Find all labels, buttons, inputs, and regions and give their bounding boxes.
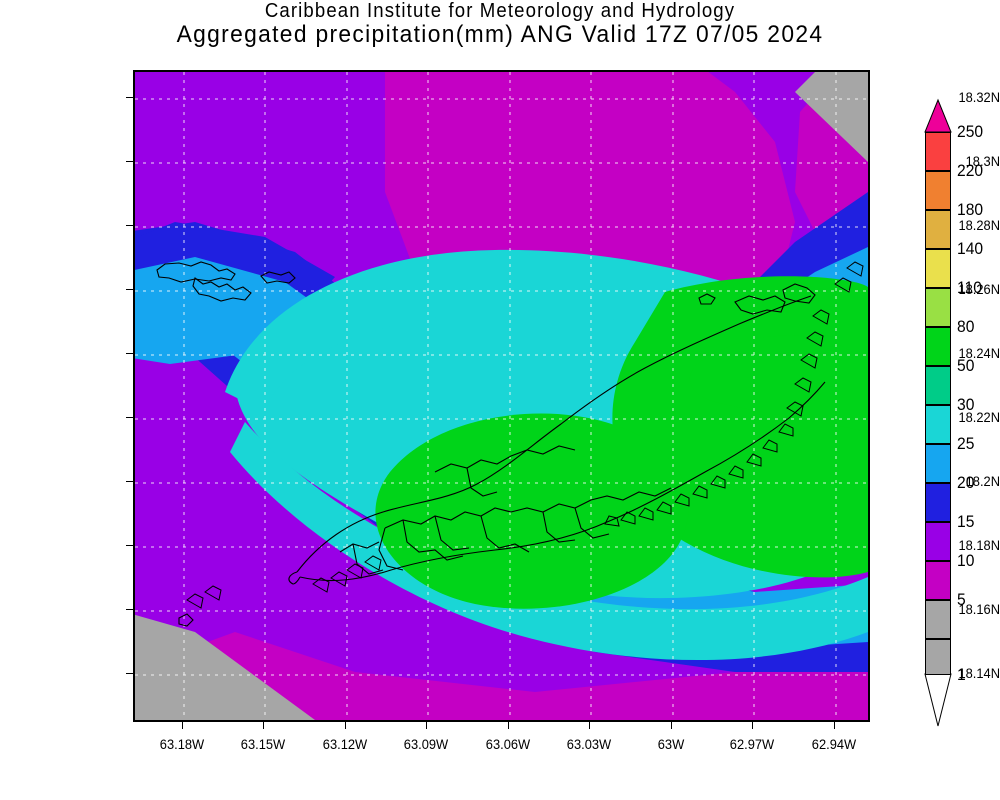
colorbar-tick-250: 250: [957, 122, 984, 141]
xtick-label: 63.09W: [403, 736, 449, 752]
title-block: Caribbean Institute for Meteorology and …: [0, 0, 1000, 48]
ytick-label: 18.32N: [958, 89, 1000, 105]
colorbar-band-below-1[interactable]: [925, 639, 951, 675]
colorbar-band-50-80[interactable]: [925, 327, 951, 366]
ytick-label: 18.16N: [958, 601, 1000, 617]
colorbar-tick-50: 50: [957, 356, 975, 375]
colorbar-tick-220: 220: [957, 161, 984, 180]
colorbar-band-30-50[interactable]: [925, 366, 951, 405]
precipitation-contour-field: [135, 72, 868, 720]
colorbar-top-arrow: [924, 98, 952, 133]
xtick-label: 63.18W: [159, 736, 205, 752]
colorbar-band-25-30[interactable]: [925, 405, 951, 444]
colorbar-tick-30: 30: [957, 395, 975, 414]
ytick-label: 18.26N: [958, 281, 1000, 297]
colorbar-tick-180: 180: [957, 200, 984, 219]
colorbar-tick-10: 10: [957, 551, 975, 570]
colorbar-band-5-10[interactable]: [925, 561, 951, 600]
colorbar-band-140-180[interactable]: [925, 210, 951, 249]
institute-title: Caribbean Institute for Meteorology and …: [264, 0, 736, 22]
xtick-label: 63W: [657, 736, 685, 752]
colorbar-bottom-arrow: [924, 673, 952, 727]
colorbar-band-180-220[interactable]: [925, 171, 951, 210]
colorbar-band-110-140[interactable]: [925, 249, 951, 288]
page-title: Aggregated precipitation(mm) ANG Valid 1…: [176, 21, 824, 48]
xtick-label: 63.06W: [485, 736, 531, 752]
colorbar-band-20-25[interactable]: [925, 444, 951, 483]
ytick-label: 18.2N: [965, 473, 1000, 489]
xtick-label: 63.03W: [566, 736, 612, 752]
coastline-outlines: [156, 261, 864, 627]
colorbar-arrows: [924, 98, 952, 727]
xtick-label: 62.97W: [729, 736, 775, 752]
colorbar-tick-20: 20: [957, 473, 975, 492]
ytick-label: 18.24N: [958, 345, 1000, 361]
ytick-label: 18.18N: [958, 537, 1000, 553]
ytick-label: 18.28N: [958, 217, 1000, 233]
xtick-label: 62.94W: [811, 736, 857, 752]
colorbar[interactable]: 250 220 180 140 110 80 50 30 25 20 15 10…: [915, 96, 1000, 736]
map-plot-area[interactable]: [133, 70, 870, 722]
colorbar-tick-140: 140: [957, 239, 984, 258]
colorbar-tick-25: 25: [957, 434, 975, 453]
ytick-label: 18.14N: [958, 665, 1000, 681]
xtick-label: 63.12W: [322, 736, 368, 752]
colorbar-band-1-5[interactable]: [925, 600, 951, 639]
xtick-label: 63.15W: [240, 736, 286, 752]
colorbar-band-15-20[interactable]: [925, 483, 951, 522]
colorbar-tick-1: 1: [957, 665, 966, 684]
colorbar-tick-5: 5: [957, 590, 966, 609]
colorbar-band-10-15[interactable]: [925, 522, 951, 561]
ytick-label: 18.3N: [965, 153, 1000, 169]
map-gridlines: [135, 72, 868, 720]
colorbar-tick-80: 80: [957, 317, 975, 336]
colorbar-band-220-250[interactable]: [925, 132, 951, 171]
colorbar-tick-110: 110: [957, 278, 982, 297]
colorbar-tick-15: 15: [957, 512, 975, 531]
ytick-label: 18.22N: [958, 409, 1000, 425]
colorbar-band-80-110[interactable]: [925, 288, 951, 327]
